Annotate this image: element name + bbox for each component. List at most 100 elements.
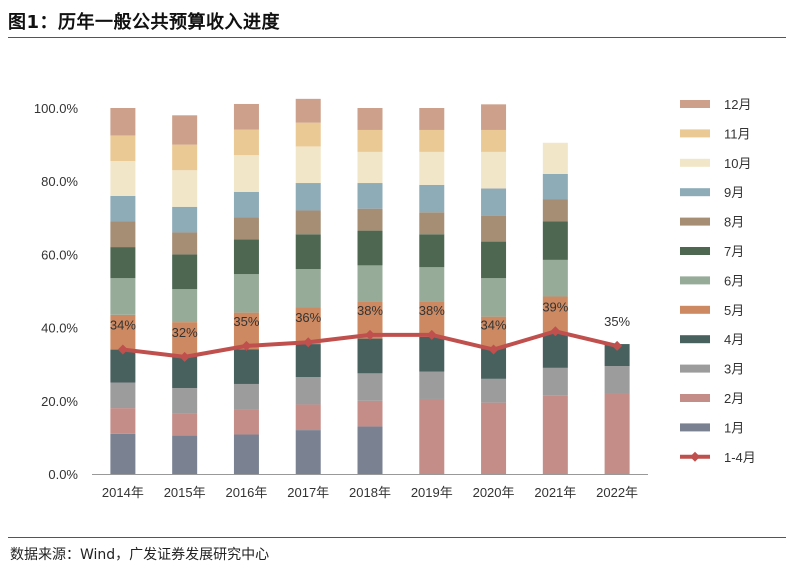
bar-segment xyxy=(172,435,198,474)
legend-label: 1-4月 xyxy=(724,450,756,465)
bar-segment xyxy=(357,400,383,427)
legend-swatch xyxy=(680,188,710,197)
x-tick-label: 2022年 xyxy=(596,485,638,500)
y-tick-label: 0.0% xyxy=(48,467,78,482)
bar-segment xyxy=(110,247,136,279)
bar-segment xyxy=(295,344,321,378)
bar-segment xyxy=(357,338,383,374)
bar-segment xyxy=(481,188,507,216)
bar-segment xyxy=(542,395,568,474)
bar-segment xyxy=(357,129,383,152)
bar-segment xyxy=(604,393,630,474)
bar-segment xyxy=(481,241,507,279)
bar-segment xyxy=(542,199,568,222)
bar-segment xyxy=(604,344,630,367)
bar-segment xyxy=(419,267,445,302)
legend-swatch xyxy=(680,394,710,402)
bar-segment xyxy=(419,371,445,399)
legend-swatch xyxy=(680,423,710,432)
line-data-label: 35% xyxy=(233,314,259,329)
line-data-label: 38% xyxy=(419,303,445,318)
bar-segment xyxy=(172,387,198,414)
bar-segment xyxy=(110,221,136,248)
legend-label: 6月 xyxy=(724,273,744,288)
line-data-label: 38% xyxy=(357,303,383,318)
bar-segment xyxy=(419,108,445,130)
bar-segment xyxy=(542,173,568,200)
bar-segment xyxy=(110,161,136,196)
x-tick-label: 2015年 xyxy=(164,485,206,500)
bar-segment xyxy=(295,183,321,211)
y-tick-label: 60.0% xyxy=(41,247,78,262)
legend-swatch xyxy=(680,305,710,314)
bar-segment xyxy=(481,402,507,474)
legend-label: 7月 xyxy=(724,244,744,259)
bar-segment xyxy=(419,336,445,372)
legend-label: 9月 xyxy=(724,185,744,200)
bar-segment xyxy=(295,404,321,431)
bar-segment xyxy=(357,373,383,401)
bar-segment xyxy=(481,278,507,317)
line-point xyxy=(179,351,190,362)
bar-segment xyxy=(295,377,321,405)
x-tick-label: 2017年 xyxy=(287,485,329,500)
legend-label: 11月 xyxy=(724,126,751,141)
x-tick-label: 2016年 xyxy=(225,485,267,500)
bar-segment xyxy=(172,322,198,356)
bar-segment xyxy=(481,316,507,348)
line-point xyxy=(241,340,252,351)
bar-segment xyxy=(110,135,136,162)
bar-segment xyxy=(481,104,507,130)
bar-segment xyxy=(357,426,383,474)
bar-segment xyxy=(295,234,321,270)
bar-segment xyxy=(419,234,445,268)
bar-segment xyxy=(110,433,136,474)
bar-segment xyxy=(172,413,198,436)
title-divider xyxy=(8,37,786,38)
bar-segment xyxy=(542,259,568,297)
bar-segment xyxy=(419,184,445,213)
bar-segment xyxy=(233,274,259,313)
x-tick-label: 2014年 xyxy=(102,485,144,500)
bar-segment xyxy=(357,208,383,231)
bar-segment xyxy=(110,382,136,409)
bar-segment xyxy=(481,129,507,152)
bar-segment xyxy=(110,349,136,383)
legend-swatch xyxy=(680,276,710,285)
bar-segment xyxy=(419,129,445,152)
bar-segment xyxy=(481,378,507,403)
bar-segment xyxy=(233,383,259,410)
line-data-label: 34% xyxy=(481,318,507,333)
bar-segment xyxy=(481,215,507,242)
legend-label: 5月 xyxy=(724,303,744,318)
source-divider xyxy=(8,537,786,538)
bar-segment xyxy=(172,115,198,145)
legend-label: 10月 xyxy=(724,156,751,171)
bar-segment xyxy=(542,367,568,396)
bar-segment xyxy=(110,278,136,315)
line-point xyxy=(612,340,623,351)
bar-segment xyxy=(172,254,198,290)
legend-swatch xyxy=(680,217,710,226)
line-point xyxy=(550,326,561,337)
legend-label: 3月 xyxy=(724,362,744,377)
bar-segment xyxy=(295,430,321,474)
line-data-label: 36% xyxy=(295,310,321,325)
x-tick-label: 2020年 xyxy=(473,485,515,500)
bar-segment xyxy=(172,206,198,233)
bar-segment xyxy=(172,144,198,171)
bar-segment xyxy=(233,409,259,435)
bar-segment xyxy=(295,146,321,184)
legend-swatch xyxy=(680,158,710,167)
bar-segment xyxy=(110,314,136,350)
bar-segment xyxy=(233,434,259,474)
bar-segment xyxy=(542,333,568,368)
bar-segment xyxy=(110,195,136,222)
bar-segment xyxy=(295,98,321,123)
y-tick-label: 20.0% xyxy=(41,394,78,409)
legend-label: 4月 xyxy=(724,332,744,347)
line-point xyxy=(303,337,314,348)
bar-segment xyxy=(542,142,568,174)
legend-label: 2月 xyxy=(724,391,744,406)
bar-segment xyxy=(295,210,321,235)
